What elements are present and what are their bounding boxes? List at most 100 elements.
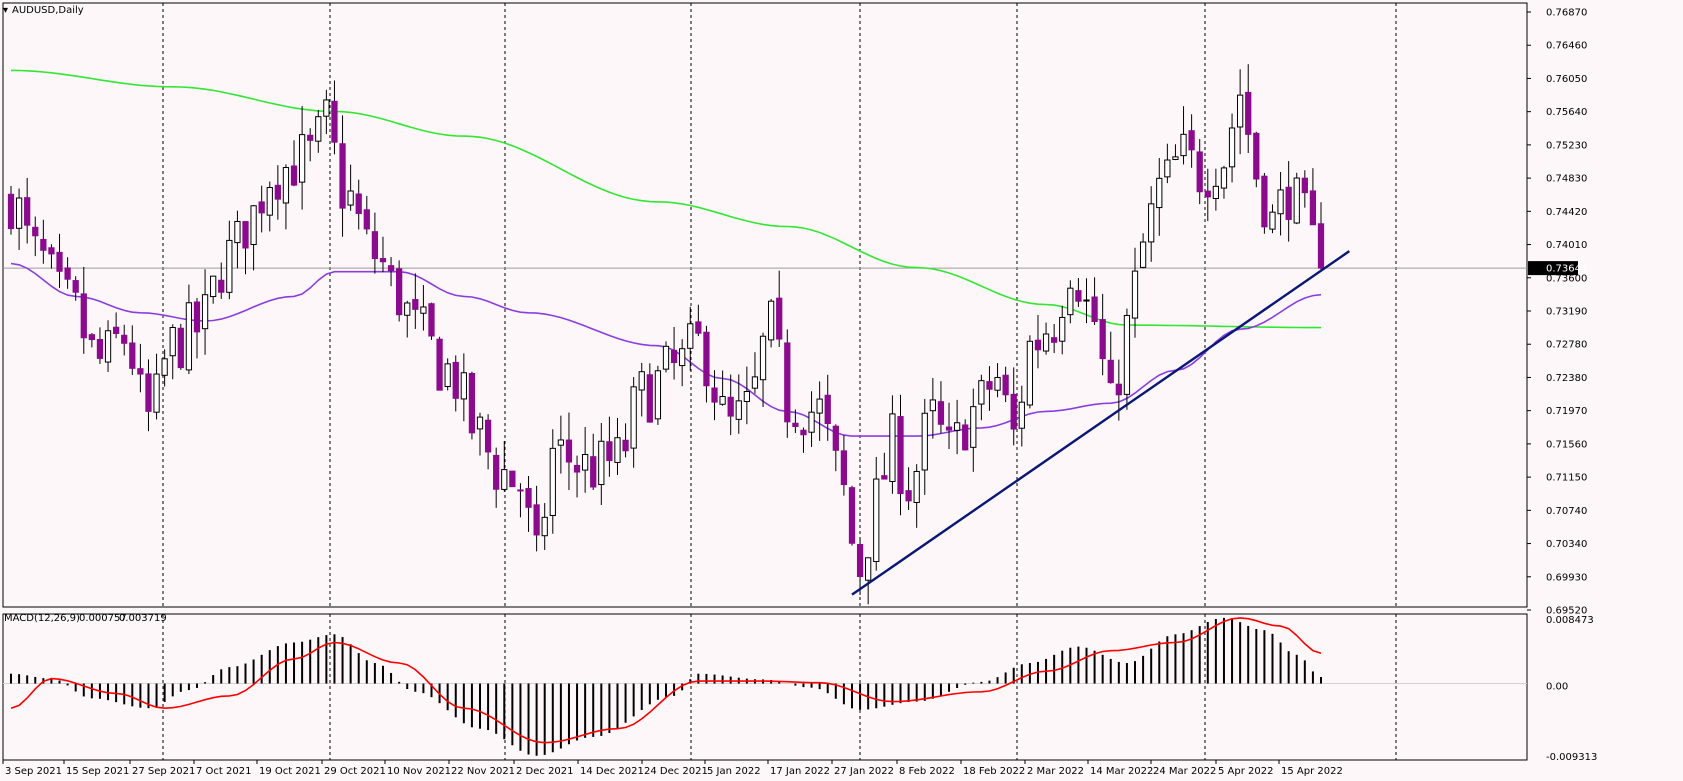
date-axis-label: 5 Apr 2022 xyxy=(1218,766,1273,777)
symbol-arrow-icon[interactable]: ▾ xyxy=(3,5,8,16)
candle-body-bull xyxy=(1237,94,1244,128)
candle xyxy=(1075,278,1082,307)
candle-body-bull xyxy=(679,348,686,367)
candle xyxy=(759,332,767,407)
candle-body-bull xyxy=(1220,167,1228,189)
candle-body-bear xyxy=(387,265,395,272)
candle-body-bear xyxy=(64,267,71,280)
candle-body-bull xyxy=(1277,189,1284,215)
candle xyxy=(1083,278,1090,324)
date-axis-label: 29 Oct 2021 xyxy=(324,766,386,777)
candle xyxy=(1099,293,1106,376)
candle-body-bull xyxy=(970,406,977,448)
candle xyxy=(687,306,694,371)
candle-body-bull xyxy=(913,470,920,503)
candle xyxy=(937,381,945,434)
candle-body-bull xyxy=(865,557,872,581)
candle xyxy=(945,402,953,450)
candle xyxy=(679,339,686,387)
candle-body-bear xyxy=(40,238,47,251)
candle xyxy=(331,80,338,155)
candle-body-bear xyxy=(48,247,55,255)
axes: 0.76870 0.76460 0.76050 0.75640 0.75230 0.748… xyxy=(2,8,1597,777)
candle xyxy=(1317,202,1325,271)
candle-body-bear xyxy=(242,221,249,249)
trendline xyxy=(851,250,1350,596)
candle-body-bear xyxy=(800,429,807,436)
trendline-layer xyxy=(851,250,1350,596)
date-axis-label: 24 Dec 2021 xyxy=(644,766,708,777)
symbol-label: AUDUSD,Daily xyxy=(12,5,84,16)
candle-body-bull xyxy=(759,335,767,381)
candle-body-bear xyxy=(80,293,87,339)
price-axis-label: 0.71150 xyxy=(1546,473,1587,484)
candle-body-bear xyxy=(840,450,848,486)
candle-body-bull xyxy=(557,439,565,446)
candle-body-bull xyxy=(808,411,815,433)
candle-body-bull xyxy=(1172,156,1179,160)
macd-axis-label: 0.00 xyxy=(1546,682,1568,693)
date-axis-label: 2 Dec 2021 xyxy=(516,766,574,777)
candle-body-bull xyxy=(994,376,1001,391)
candle xyxy=(387,257,395,287)
candle-body-bull xyxy=(185,302,193,371)
candle xyxy=(1180,106,1187,165)
macd-value-signal: 0.003719 xyxy=(119,613,167,624)
candle-body-bear xyxy=(32,226,39,237)
candle xyxy=(404,300,411,338)
candle xyxy=(573,455,581,498)
candle-body-bear xyxy=(703,331,710,387)
candle xyxy=(104,320,112,372)
candle-body-bull xyxy=(323,99,330,117)
candle xyxy=(1172,144,1179,161)
candle xyxy=(743,366,750,425)
candle xyxy=(484,414,492,470)
candle-body-bull xyxy=(889,413,896,482)
candle-body-bear xyxy=(1261,175,1268,228)
candle-body-bull xyxy=(1018,401,1025,429)
candle-body-bull xyxy=(687,323,694,349)
candle xyxy=(1026,335,1034,409)
date-axis-label: 24 Mar 2022 xyxy=(1153,766,1216,777)
candle xyxy=(32,216,39,257)
candle-body-bear xyxy=(905,490,912,502)
candle-body-bull xyxy=(929,399,936,412)
candle xyxy=(137,343,144,393)
candle-body-bear xyxy=(379,258,387,263)
candle xyxy=(7,185,15,235)
date-axis-label: 22 Nov 2021 xyxy=(451,766,515,777)
candle-body-bear xyxy=(695,321,702,334)
candle-body-bear xyxy=(509,470,516,488)
candle-body-bear xyxy=(24,197,31,226)
candle-body-bear xyxy=(1099,319,1106,360)
date-axis-label: 18 Feb 2022 xyxy=(963,766,1025,777)
candle xyxy=(226,220,233,300)
candle xyxy=(298,106,306,210)
candle xyxy=(145,359,152,432)
date-axis-label: 14 Mar 2022 xyxy=(1090,766,1153,777)
candle-body-bull xyxy=(1293,177,1300,224)
candle-body-bull xyxy=(614,437,621,463)
price-axis-label: 0.73600 xyxy=(1546,273,1587,284)
candle xyxy=(96,327,104,364)
candle-body-bull xyxy=(1180,133,1187,157)
macd-value-main: 0.000757 xyxy=(79,613,127,624)
candle-body-bear xyxy=(363,209,370,230)
candle-body-bull xyxy=(153,373,160,413)
candle-body-bear xyxy=(1285,186,1292,220)
candle xyxy=(1010,367,1017,446)
candle-body-bear xyxy=(218,279,225,293)
candle xyxy=(1059,305,1066,355)
candle-body-bear xyxy=(339,143,346,209)
candle-body-bear xyxy=(565,439,573,463)
candle xyxy=(1228,113,1236,183)
price-axis-label: 0.73190 xyxy=(1546,307,1587,318)
candle xyxy=(784,329,791,438)
candle-body-bull xyxy=(1026,340,1034,406)
candle xyxy=(1269,204,1276,234)
candle-body-bull xyxy=(953,422,961,431)
candle-body-bear xyxy=(493,454,500,490)
candle xyxy=(654,365,662,425)
candle-body-bear xyxy=(897,416,904,495)
